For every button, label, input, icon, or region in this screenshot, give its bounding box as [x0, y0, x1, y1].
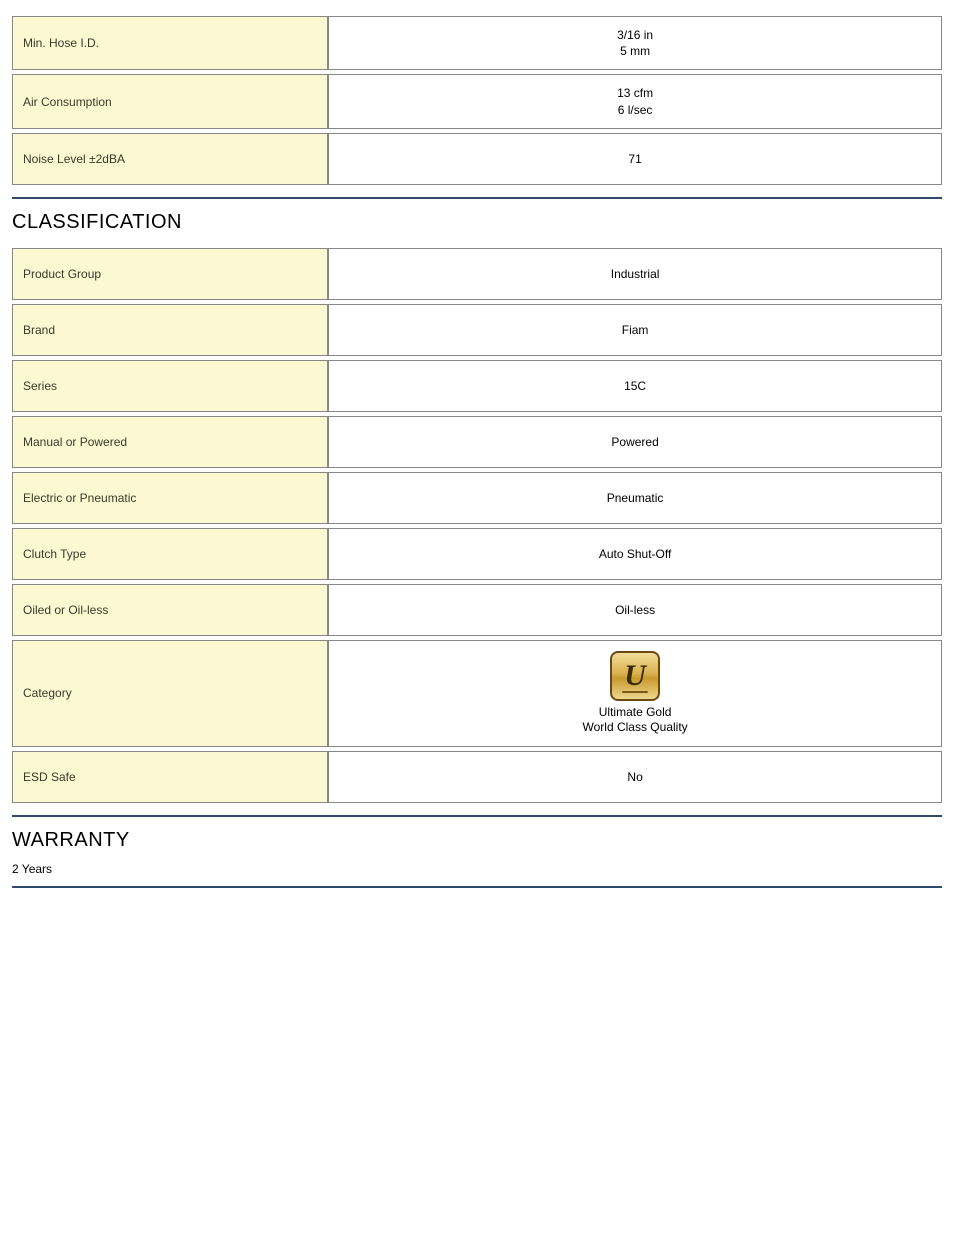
- spec-label: Category: [12, 640, 328, 747]
- spec-value: Powered: [328, 416, 942, 468]
- table-row: Air Consumption 13 cfm6 l/sec: [12, 74, 942, 128]
- table-row: Min. Hose I.D. 3/16 in5 mm: [12, 16, 942, 70]
- section-divider: [12, 815, 942, 817]
- spec-value: Auto Shut-Off: [328, 528, 942, 580]
- spec-value: Oil-less: [328, 584, 942, 636]
- table-row: Series 15C: [12, 360, 942, 412]
- classification-table: Product Group Industrial Brand Fiam Seri…: [12, 244, 942, 807]
- warranty-title: WARRANTY: [12, 829, 942, 852]
- spec-value: 15C: [328, 360, 942, 412]
- top-specs-table: Min. Hose I.D. 3/16 in5 mm Air Consumpti…: [12, 12, 942, 189]
- warranty-text: 2 Years: [12, 862, 942, 876]
- spec-label: Min. Hose I.D.: [12, 16, 328, 70]
- spec-value: Industrial: [328, 248, 942, 300]
- spec-label: Electric or Pneumatic: [12, 472, 328, 524]
- category-line1: Ultimate Gold: [599, 705, 672, 719]
- spec-value: 3/16 in5 mm: [328, 16, 942, 70]
- category-line2: World Class Quality: [583, 720, 688, 734]
- spec-label: Product Group: [12, 248, 328, 300]
- spec-label: Brand: [12, 304, 328, 356]
- ultimate-gold-badge-icon: U: [610, 651, 660, 701]
- table-row: ESD Safe No: [12, 751, 942, 803]
- category-caption: Ultimate Gold World Class Quality: [583, 705, 688, 736]
- spec-value: Fiam: [328, 304, 942, 356]
- spec-value: No: [328, 751, 942, 803]
- spec-label: Clutch Type: [12, 528, 328, 580]
- table-row: Brand Fiam: [12, 304, 942, 356]
- spec-label: Series: [12, 360, 328, 412]
- table-row: Product Group Industrial: [12, 248, 942, 300]
- table-row: Oiled or Oil-less Oil-less: [12, 584, 942, 636]
- table-row: Category U Ultimate Gold World Class Qua…: [12, 640, 942, 747]
- table-row: Clutch Type Auto Shut-Off: [12, 528, 942, 580]
- table-row: Electric or Pneumatic Pneumatic: [12, 472, 942, 524]
- spec-label: Manual or Powered: [12, 416, 328, 468]
- spec-label: Noise Level ±2dBA: [12, 133, 328, 185]
- section-divider: [12, 197, 942, 199]
- spec-value: 71: [328, 133, 942, 185]
- spec-label: Oiled or Oil-less: [12, 584, 328, 636]
- spec-value: Pneumatic: [328, 472, 942, 524]
- table-row: Noise Level ±2dBA 71: [12, 133, 942, 185]
- section-divider: [12, 886, 942, 888]
- spec-value: 13 cfm6 l/sec: [328, 74, 942, 128]
- classification-title: CLASSIFICATION: [12, 211, 942, 234]
- table-row: Manual or Powered Powered: [12, 416, 942, 468]
- spec-label: ESD Safe: [12, 751, 328, 803]
- category-value: U Ultimate Gold World Class Quality: [328, 640, 942, 747]
- spec-label: Air Consumption: [12, 74, 328, 128]
